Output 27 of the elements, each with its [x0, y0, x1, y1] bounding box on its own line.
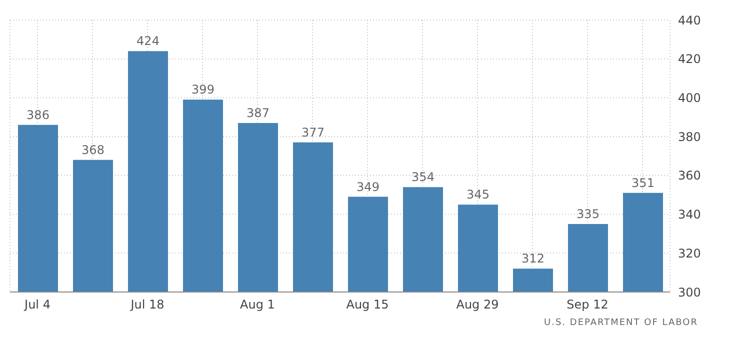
y-tick-label: 320 [678, 246, 701, 260]
y-tick-label: 380 [678, 130, 701, 144]
data-label: 377 [302, 125, 324, 140]
data-label: 399 [192, 82, 214, 97]
text: U.S. DEPARTMENT OF LABOR [544, 318, 698, 328]
x-tick-label: Sep 12 [566, 298, 608, 312]
data-label: 368 [82, 142, 104, 157]
data-label: 354 [412, 170, 434, 184]
x-tick-label: Aug 29 [456, 298, 499, 312]
data-label: 335 [576, 207, 600, 221]
y-tick-label: 340 [678, 208, 701, 222]
data-label: 312 [522, 252, 544, 266]
y-tick-label: 300 [678, 285, 701, 300]
y-tick-label: 420 [678, 52, 701, 66]
x-tick-label: Jul 18 [130, 298, 164, 312]
x-tick-label: Jul 4 [24, 298, 50, 312]
data-label: 345 [466, 188, 490, 202]
data-label: 424 [136, 34, 160, 48]
x-tick-label: Aug 15 [346, 298, 389, 312]
data-label: 349 [356, 180, 380, 194]
data-label: 351 [632, 176, 654, 190]
y-tick-label: 360 [678, 168, 701, 183]
data-label: 387 [246, 106, 270, 120]
x-tick-label: Aug 1 [240, 298, 275, 312]
y-tick-label: 400 [678, 90, 701, 105]
y-tick-label: 440 [678, 13, 701, 28]
data-label: 386 [26, 108, 50, 122]
